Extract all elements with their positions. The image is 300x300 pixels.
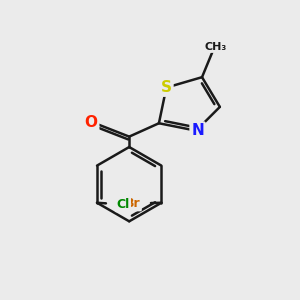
Text: S: S (161, 80, 172, 95)
Text: Br: Br (125, 197, 140, 210)
Text: Cl: Cl (116, 198, 130, 211)
Text: O: O (85, 115, 98, 130)
Text: N: N (191, 123, 204, 138)
Text: CH₃: CH₃ (204, 42, 226, 52)
